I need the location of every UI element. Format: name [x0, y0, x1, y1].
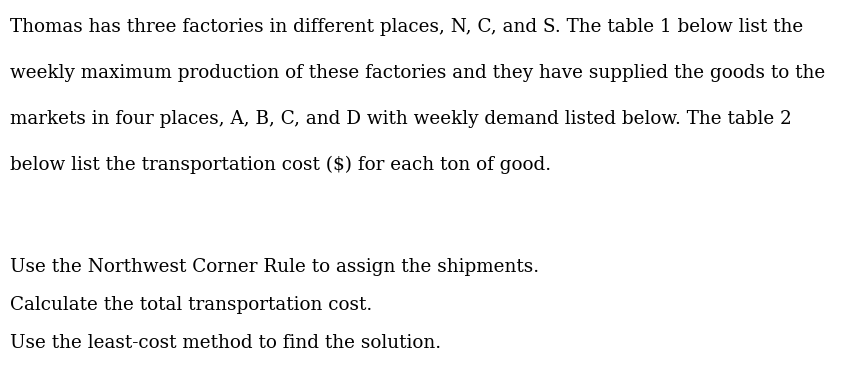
Text: weekly maximum production of these factories and they have supplied the goods to: weekly maximum production of these facto…	[10, 64, 825, 82]
Text: Use the least-cost method to find the solution.: Use the least-cost method to find the so…	[10, 334, 441, 352]
Text: below list the transportation cost ($) for each ton of good.: below list the transportation cost ($) f…	[10, 156, 551, 174]
Text: Use the Northwest Corner Rule to assign the shipments.: Use the Northwest Corner Rule to assign …	[10, 258, 539, 276]
Text: Thomas has three factories in different places, N, C, and S. The table 1 below l: Thomas has three factories in different …	[10, 18, 803, 36]
Text: Calculate the total transportation cost.: Calculate the total transportation cost.	[10, 296, 372, 314]
Text: markets in four places, A, B, C, and D with weekly demand listed below. The tabl: markets in four places, A, B, C, and D w…	[10, 110, 792, 128]
